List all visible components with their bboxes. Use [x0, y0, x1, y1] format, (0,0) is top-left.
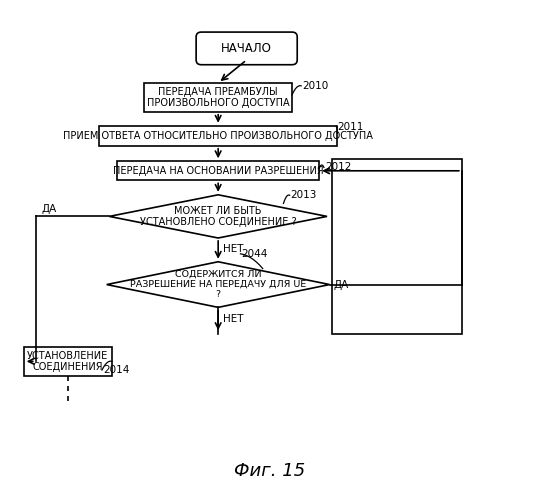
- Bar: [332, 159, 462, 334]
- Text: 2013: 2013: [291, 190, 317, 200]
- Text: ПРИЕМ ОТВЕТА ОТНОСИТЕЛЬНО ПРОИЗВОЛЬНОГО ДОСТУПА: ПРИЕМ ОТВЕТА ОТНОСИТЕЛЬНО ПРОИЗВОЛЬНОГО …: [63, 130, 373, 141]
- Text: НЕТ: НЕТ: [224, 314, 244, 324]
- Text: 2014: 2014: [103, 365, 130, 375]
- Text: 2010: 2010: [302, 81, 328, 91]
- Bar: [24, 347, 112, 376]
- Text: 2011: 2011: [338, 122, 364, 132]
- Text: Фиг. 15: Фиг. 15: [234, 462, 306, 480]
- Text: ПЕРЕДАЧА НА ОСНОВАНИИ РАЗРЕШЕНИЯ: ПЕРЕДАЧА НА ОСНОВАНИИ РАЗРЕШЕНИЯ: [113, 166, 323, 176]
- FancyBboxPatch shape: [196, 32, 297, 64]
- Text: СОДЕРЖИТСЯ ЛИ
РАЗРЕШЕНИЕ НА ПЕРЕДАЧУ ДЛЯ UE
?: СОДЕРЖИТСЯ ЛИ РАЗРЕШЕНИЕ НА ПЕРЕДАЧУ ДЛЯ…: [130, 270, 306, 300]
- Text: ДА: ДА: [334, 280, 349, 289]
- Text: ДА: ДА: [42, 204, 57, 214]
- Polygon shape: [109, 195, 327, 238]
- Text: НЕТ: НЕТ: [224, 244, 244, 254]
- Text: ПЕРЕДАЧА ПРЕАМБУЛЫ
ПРОИЗВОЛЬНОГО ДОСТУПА: ПЕРЕДАЧА ПРЕАМБУЛЫ ПРОИЗВОЛЬНОГО ДОСТУПА: [147, 86, 289, 108]
- Bar: [117, 161, 319, 180]
- Text: УСТАНОВЛЕНИЕ
СОЕДИНЕНИЯ: УСТАНОВЛЕНИЕ СОЕДИНЕНИЯ: [27, 350, 109, 372]
- Text: 2012: 2012: [325, 162, 352, 172]
- Text: НАЧАЛО: НАЧАЛО: [221, 42, 272, 55]
- Text: МОЖЕТ ЛИ БЫТЬ
УСТАНОВЛЕНО СОЕДИНЕНИЕ ?: МОЖЕТ ЛИ БЫТЬ УСТАНОВЛЕНО СОЕДИНЕНИЕ ?: [140, 206, 296, 227]
- Text: 2044: 2044: [241, 249, 268, 259]
- Bar: [99, 126, 338, 146]
- Polygon shape: [107, 262, 329, 308]
- Bar: [144, 83, 292, 112]
